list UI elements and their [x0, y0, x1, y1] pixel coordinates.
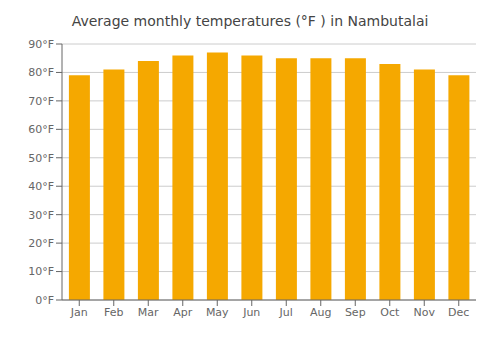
svg-text:Jul: Jul: [279, 306, 293, 319]
svg-text:90°F: 90°F: [28, 38, 54, 51]
svg-text:50°F: 50°F: [28, 152, 54, 165]
svg-text:70°F: 70°F: [28, 95, 54, 108]
svg-text:Oct: Oct: [380, 306, 400, 319]
svg-text:10°F: 10°F: [28, 265, 54, 278]
svg-text:May: May: [206, 306, 229, 319]
svg-text:Sep: Sep: [345, 306, 366, 319]
svg-text:Nov: Nov: [414, 306, 436, 319]
svg-text:30°F: 30°F: [28, 209, 54, 222]
svg-text:Mar: Mar: [138, 306, 159, 319]
svg-text:Dec: Dec: [448, 306, 469, 319]
html-text:Average monthly temperatures (: Average monthly temperatures (°F ) in Na…: [71, 13, 429, 29]
svg-text:80°F: 80°F: [28, 66, 54, 79]
svg-text:Jan: Jan: [70, 306, 88, 319]
svg-text:Aug: Aug: [310, 306, 331, 319]
svg-text:20°F: 20°F: [28, 237, 54, 250]
svg-text:Jun: Jun: [242, 306, 260, 319]
svg-text:Apr: Apr: [173, 306, 193, 319]
svg-text:Feb: Feb: [104, 306, 123, 319]
svg-text:0°F: 0°F: [35, 294, 54, 307]
svg-text:40°F: 40°F: [28, 180, 54, 193]
svg-text:60°F: 60°F: [28, 123, 54, 136]
